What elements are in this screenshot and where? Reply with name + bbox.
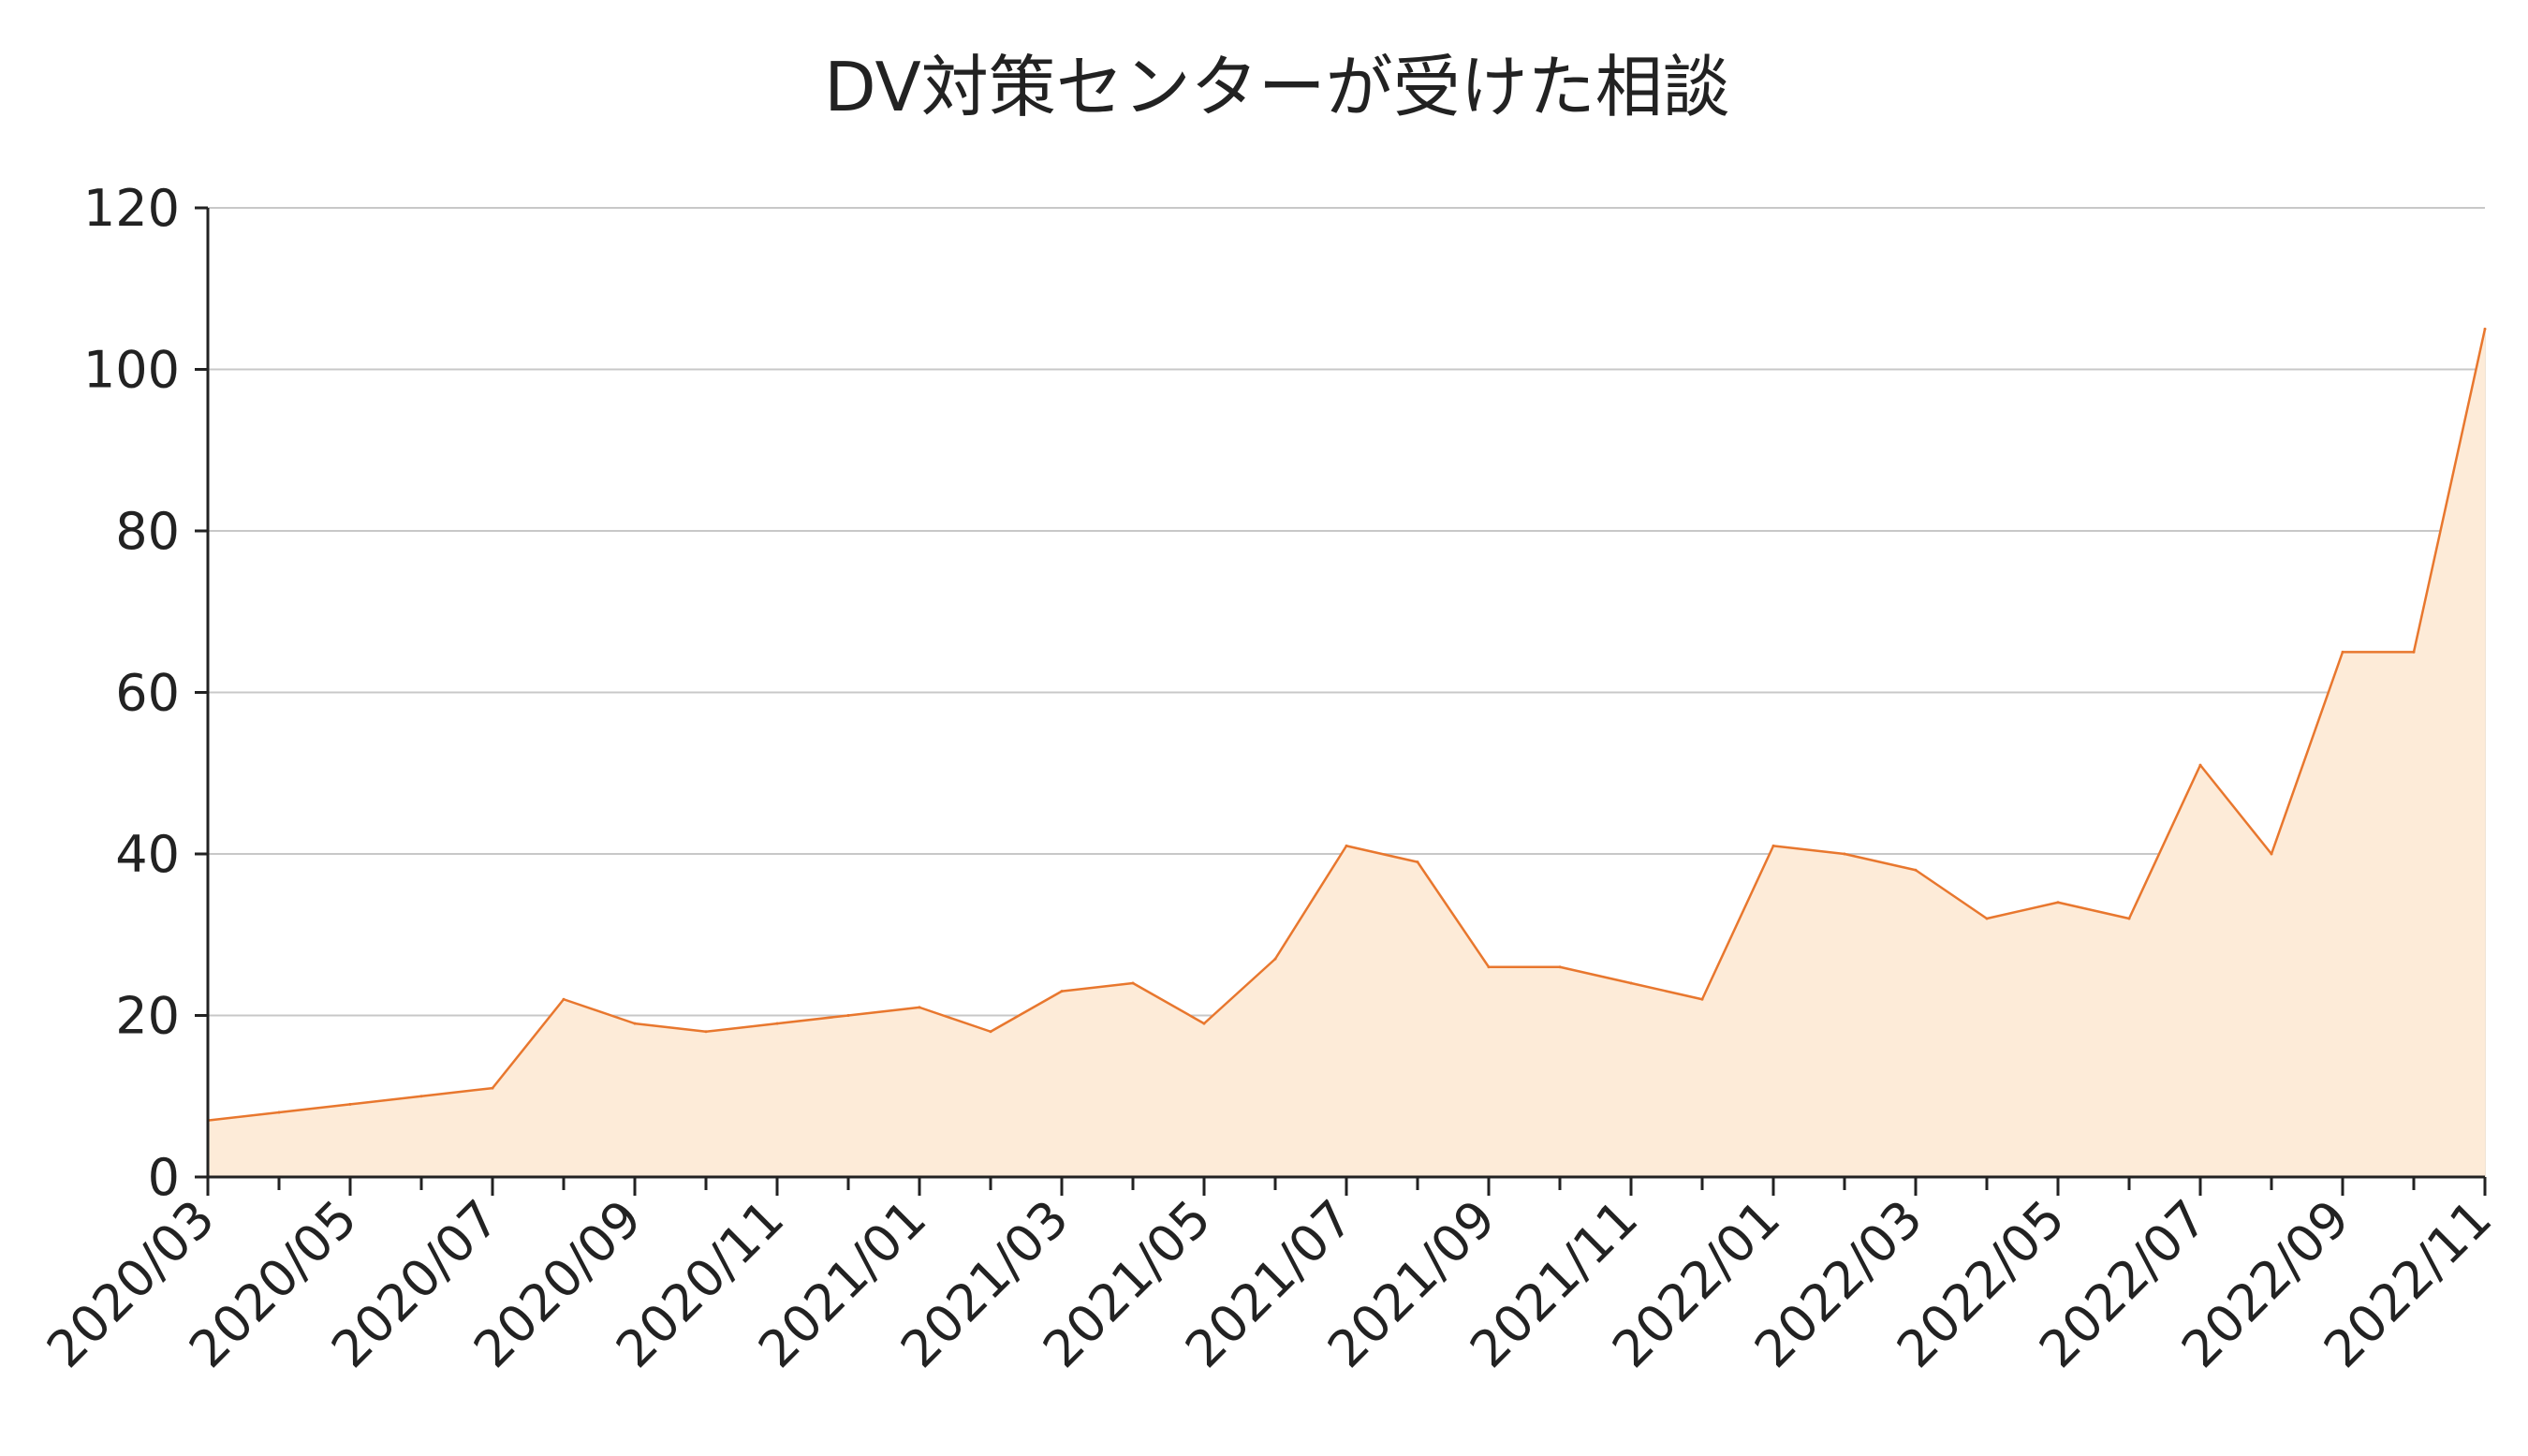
data-point [1202,1022,1206,1025]
x-tick-labels: 2020/032020/052020/072020/092020/112021/… [36,1189,2503,1379]
y-tick-label: 20 [115,987,180,1046]
series-area-fill [208,329,2485,1177]
data-point [633,1022,637,1025]
data-point [846,1014,850,1017]
data-point [277,1110,281,1114]
data-point [2127,917,2131,920]
data-point [348,1102,352,1106]
data-point [2198,763,2202,767]
axes [195,206,2487,1196]
data-point [1914,868,1918,872]
data-point [2341,650,2344,654]
data-point [562,997,566,1001]
y-tick-label: 120 [83,179,180,238]
data-point [1629,981,1633,985]
data-point [2056,901,2060,904]
chart-title: DV対策センターが受けた相談 [824,48,1729,126]
area-layer [206,327,2487,1177]
data-point [704,1030,708,1034]
data-point [1060,990,1064,993]
data-point [2270,852,2273,856]
y-tick-label: 60 [115,664,180,723]
data-point [1416,860,1419,864]
y-tick-label: 0 [148,1148,180,1207]
data-point [1558,965,1562,969]
data-point [2412,650,2416,654]
data-point [1131,981,1135,985]
data-point [491,1086,494,1090]
y-tick-label: 80 [115,502,180,561]
data-point [1985,917,1989,920]
data-point [1771,844,1775,847]
data-point [1700,997,1704,1001]
data-point [1273,957,1277,961]
data-point [918,1006,921,1009]
data-point [989,1030,992,1034]
y-tick-label: 100 [83,341,180,400]
y-tick-label: 40 [115,825,180,884]
data-point [775,1022,779,1025]
data-point [1843,852,1846,856]
data-point [419,1095,423,1098]
data-point [1487,965,1491,969]
data-point [2483,327,2487,331]
y-tick-labels: 0 20 40 60 80 100 120 [83,179,180,1207]
data-point [1345,844,1348,847]
